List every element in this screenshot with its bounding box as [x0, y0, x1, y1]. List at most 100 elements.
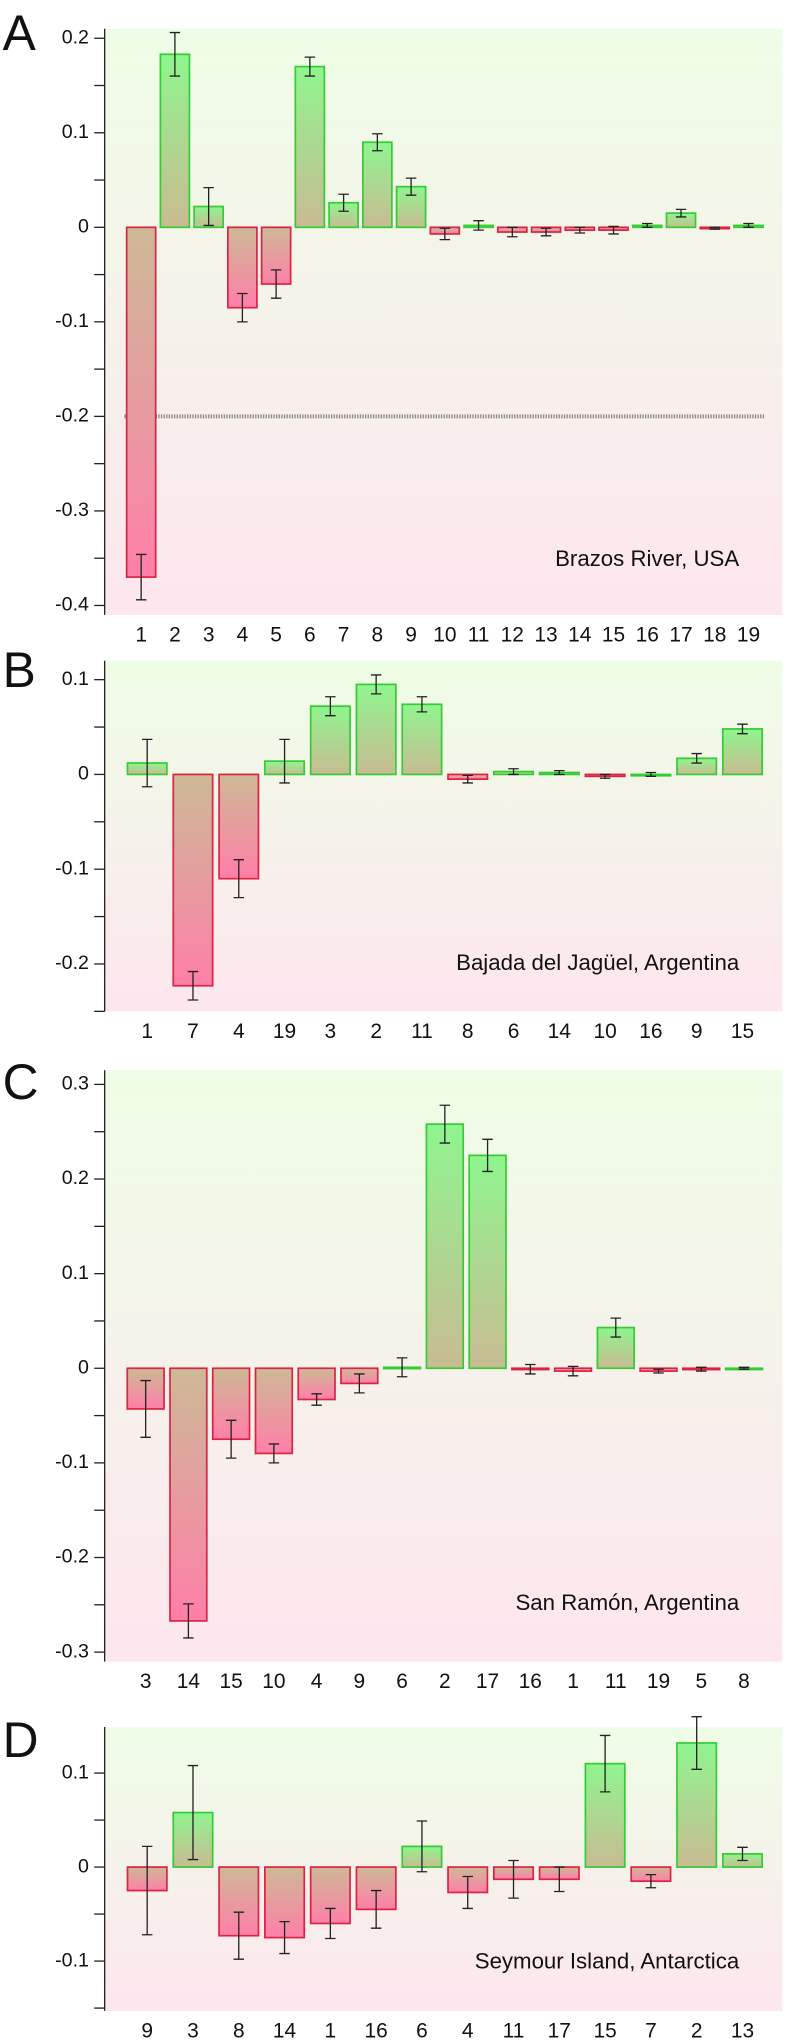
- x-tick-label: 2: [370, 1020, 382, 1043]
- x-tick-label: 17: [669, 623, 692, 646]
- y-tick-label: -0.2: [55, 405, 89, 427]
- error-bar: [279, 738, 290, 784]
- x-tick-label: 14: [568, 623, 592, 646]
- error-bar: [642, 222, 653, 228]
- error-bar: [574, 226, 586, 234]
- error-bar: [304, 56, 316, 77]
- bar: [468, 1154, 507, 1370]
- error-bar: [354, 1373, 365, 1394]
- x-tick-label: 8: [372, 623, 384, 646]
- annotation: San Ramón, Argentina: [515, 1590, 739, 1615]
- error-bar: [691, 752, 702, 764]
- x-tick-label: 14: [548, 1020, 572, 1043]
- x-tick-label: 7: [187, 1020, 199, 1043]
- x-tick-label: 6: [304, 623, 316, 646]
- bar: [309, 705, 351, 776]
- x-tick-label: 11: [411, 1020, 433, 1043]
- error-bar: [743, 222, 754, 228]
- bar: [254, 1367, 294, 1455]
- x-tick-label: 9: [354, 1670, 366, 1693]
- y-tick-label: 0: [78, 215, 89, 237]
- x-tick-label: 1: [325, 2019, 337, 2041]
- x-tick-label: 9: [405, 623, 417, 646]
- error-bar: [338, 193, 349, 212]
- error-bar: [508, 1859, 519, 1899]
- bar: [294, 65, 326, 229]
- x-tick-label: 11: [503, 2019, 525, 2041]
- y-tick-label: 0: [78, 1356, 89, 1378]
- x-tick-label: 16: [519, 1670, 542, 1693]
- error-bar: [141, 738, 153, 788]
- x-tick-label: 6: [416, 2019, 428, 2041]
- error-bar: [709, 226, 720, 230]
- error-bar: [554, 769, 565, 776]
- error-bar: [554, 1866, 565, 1893]
- error-bar: [135, 553, 147, 601]
- x-tick-label: 12: [501, 623, 524, 646]
- error-bar: [370, 1889, 382, 1929]
- x-tick-label: 2: [691, 2019, 703, 2041]
- error-bar: [187, 1764, 199, 1861]
- error-bar: [645, 1873, 657, 1889]
- error-bar: [608, 225, 619, 235]
- x-tick-label: 18: [703, 623, 726, 646]
- x-tick-label: 2: [439, 1670, 451, 1693]
- x-tick-label: 17: [548, 2019, 571, 2041]
- x-tick-label: 16: [639, 1020, 662, 1043]
- x-tick-label: 6: [396, 1670, 408, 1693]
- error-bar: [396, 1357, 408, 1378]
- error-bar: [140, 1379, 151, 1438]
- y-tick-label: -0.1: [55, 1451, 89, 1473]
- y-tick-label: -0.1: [55, 857, 89, 879]
- y-tick-label: -0.2: [55, 1546, 89, 1568]
- error-bar: [540, 227, 552, 237]
- x-tick-label: 5: [270, 623, 282, 646]
- bar: [172, 773, 214, 987]
- bar: [401, 703, 443, 776]
- x-tick-label: 10: [593, 1020, 616, 1043]
- error-bar: [653, 1368, 664, 1374]
- error-bar: [462, 774, 473, 784]
- plot-background: [104, 660, 783, 1012]
- x-tick-label: 3: [187, 2019, 199, 2041]
- error-bar: [233, 1911, 245, 1960]
- bar: [361, 141, 393, 229]
- y-tick-label: -0.2: [55, 952, 89, 974]
- error-bar: [279, 1920, 290, 1955]
- y-tick-label: -0.3: [55, 1640, 89, 1662]
- error-bar: [169, 31, 181, 77]
- y-tick-label: -0.1: [55, 1949, 89, 1971]
- error-bar: [203, 186, 214, 227]
- y-tick-label: 0: [78, 1855, 89, 1877]
- error-bar: [370, 674, 382, 695]
- error-bar: [645, 771, 657, 777]
- error-bar: [183, 1603, 194, 1639]
- x-tick-label: 3: [325, 1020, 337, 1043]
- x-tick-label: 7: [645, 2019, 657, 2041]
- x-tick-label: 14: [273, 2019, 297, 2041]
- error-bar: [473, 220, 484, 231]
- x-tick-label: 9: [691, 1020, 703, 1043]
- x-tick-label: 7: [338, 623, 350, 646]
- bar: [425, 1123, 465, 1370]
- error-bar: [507, 226, 518, 238]
- error-bar: [225, 1419, 237, 1459]
- panel-letter: C: [3, 1054, 39, 1110]
- error-bar: [270, 269, 282, 299]
- plot-background: [104, 28, 783, 615]
- bar: [159, 53, 191, 229]
- y-tick-label: -0.3: [55, 499, 89, 521]
- x-tick-label: 1: [135, 623, 147, 646]
- panel-letter: D: [3, 1712, 39, 1768]
- error-bar: [737, 723, 748, 735]
- x-tick-label: 4: [233, 1020, 245, 1043]
- error-bar: [508, 768, 519, 776]
- error-bar: [439, 227, 451, 241]
- x-tick-label: 15: [593, 2019, 616, 2041]
- panel-letter: A: [3, 5, 37, 61]
- y-tick-label: 0: [78, 763, 89, 785]
- x-tick-label: 4: [311, 1670, 323, 1693]
- x-tick-label: 10: [262, 1670, 285, 1693]
- x-tick-label: 3: [203, 623, 215, 646]
